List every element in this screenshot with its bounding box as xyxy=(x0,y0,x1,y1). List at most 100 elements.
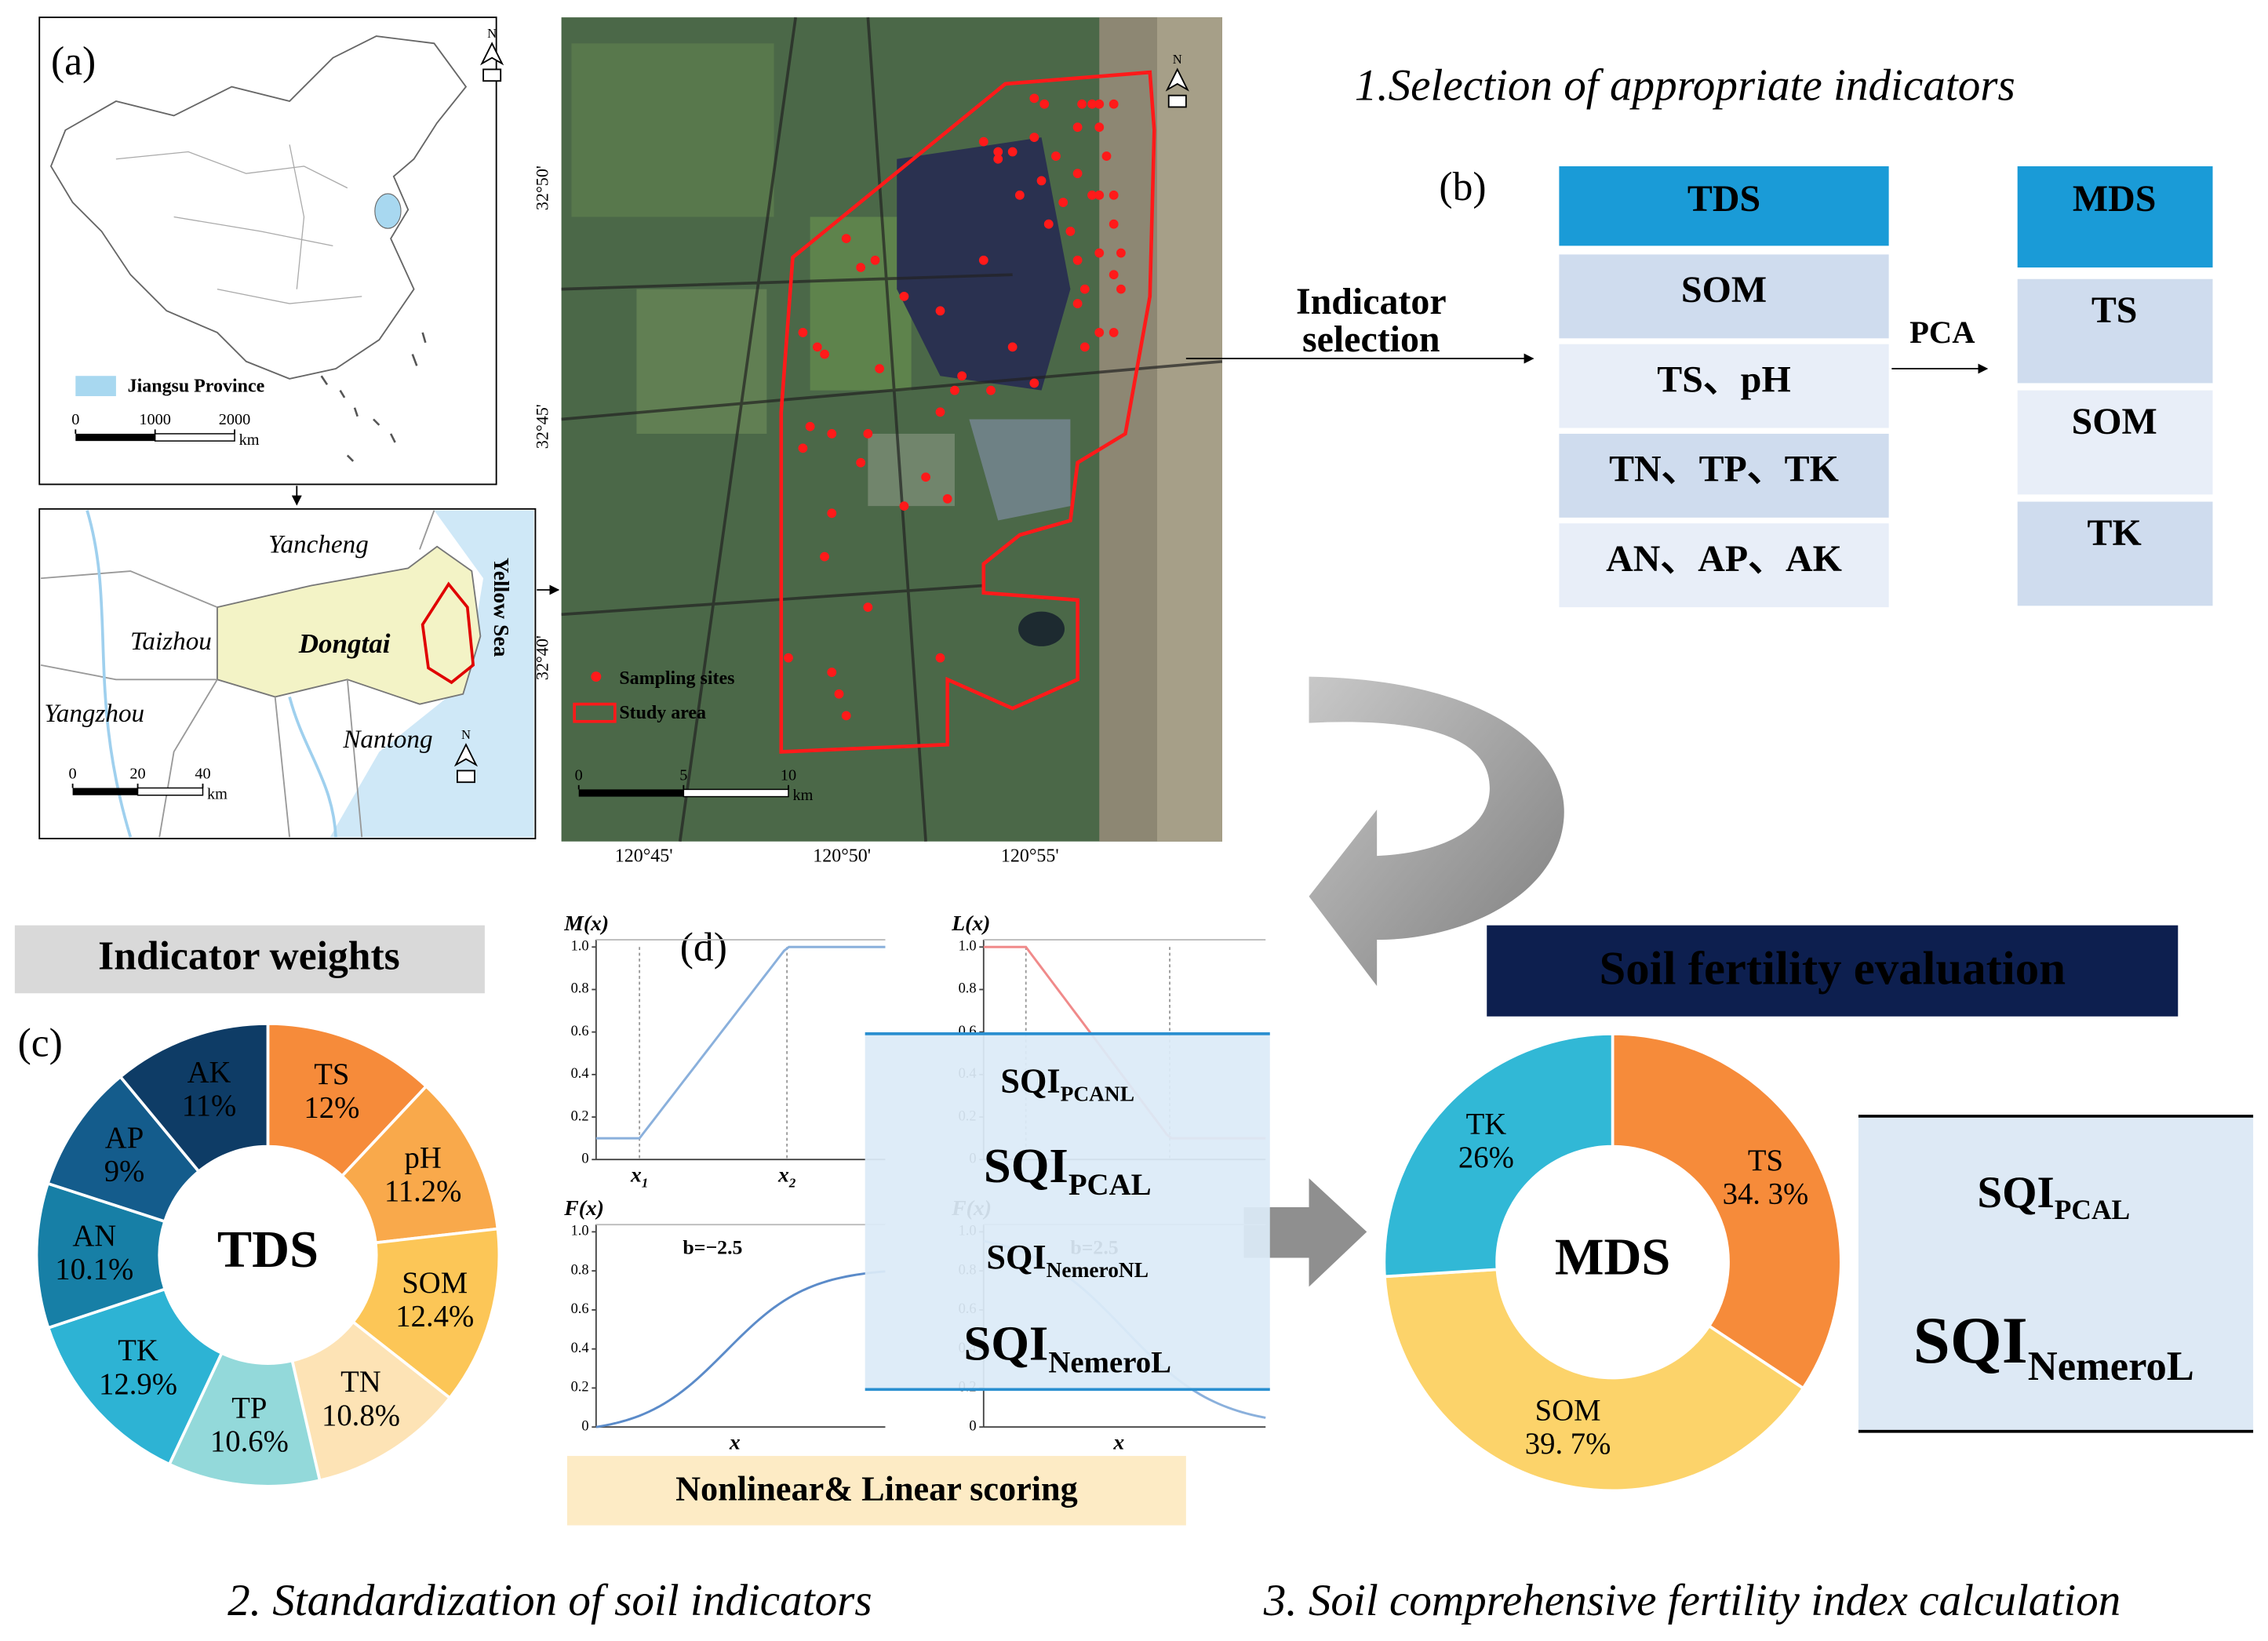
scale-bar xyxy=(154,433,235,442)
city-label: Nantong xyxy=(342,725,432,754)
field-patch xyxy=(810,216,912,391)
scale-bar xyxy=(72,788,138,795)
scale-bar xyxy=(137,787,204,796)
segment-label: AP xyxy=(105,1122,144,1155)
north-arrow xyxy=(453,743,479,784)
north-label: N xyxy=(461,727,471,742)
value-label: 11.2% xyxy=(384,1175,461,1208)
x-label: x xyxy=(729,1430,741,1454)
sampling-site xyxy=(1116,248,1126,258)
step-title: 2. Standardization of soil indicators xyxy=(228,1576,872,1625)
sampling-site xyxy=(841,711,851,721)
sampling-site xyxy=(1029,133,1039,142)
scale-label: 10 xyxy=(781,766,796,784)
table-row xyxy=(1559,344,1889,428)
tick-label: 1.0 xyxy=(571,938,589,954)
label-base: x xyxy=(777,1163,789,1187)
plot-title: L(x) xyxy=(951,911,990,935)
label-base: SQI xyxy=(963,1316,1048,1371)
donut-segment xyxy=(46,1287,224,1467)
value-label: 39. 7% xyxy=(1525,1428,1611,1461)
caption: Nonlinear& Linear scoring xyxy=(675,1469,1078,1508)
scale-label: 1000 xyxy=(139,411,171,428)
segment-label: TS xyxy=(1748,1144,1783,1177)
donut-segment xyxy=(340,1084,500,1245)
sampling-site xyxy=(978,136,988,147)
heading-box xyxy=(14,925,485,994)
panel-label: (c) xyxy=(18,1021,63,1065)
north-arrow xyxy=(480,42,504,82)
scale-label: 5 xyxy=(679,766,687,784)
segment-label: TN xyxy=(340,1366,381,1399)
panel-label: (b) xyxy=(1439,165,1486,209)
table-row xyxy=(1559,523,1889,608)
label-base: SQI xyxy=(984,1138,1068,1193)
table-cell: SOM xyxy=(2072,401,2157,442)
sampling-site xyxy=(1094,248,1105,258)
table-header-text: MDS xyxy=(2073,178,2156,220)
legend-dot xyxy=(591,671,602,682)
table-cell: SOM xyxy=(1681,269,1767,311)
sampling-site xyxy=(1072,299,1083,308)
scale-label: 0 xyxy=(575,766,583,784)
islands xyxy=(320,332,427,462)
donut-center: MDS xyxy=(1555,1228,1670,1286)
sampling-site xyxy=(798,443,808,453)
sampling-site xyxy=(1109,270,1119,280)
sampling-site xyxy=(1094,190,1105,200)
sampling-site xyxy=(899,291,909,301)
legend-text: Study area xyxy=(619,703,706,723)
value-label: 34. 3% xyxy=(1723,1178,1809,1211)
sampling-site xyxy=(1087,190,1097,200)
panel-label: (d) xyxy=(680,926,727,970)
panel-label: (a) xyxy=(51,39,96,84)
sampling-site xyxy=(1087,99,1097,109)
table-row xyxy=(1559,254,1889,339)
segment-label: pH xyxy=(404,1141,441,1174)
sampling-site xyxy=(1109,190,1119,200)
segment-label: TK xyxy=(118,1334,158,1367)
north-label: N xyxy=(1173,52,1182,67)
latitude-label: 32°50' xyxy=(533,166,552,210)
label-base: x xyxy=(630,1163,642,1187)
legend-text: Sampling sites xyxy=(619,668,734,689)
label-subscript: PCAL xyxy=(2055,1194,2130,1225)
plot-title: F(x) xyxy=(563,1195,604,1220)
sampling-site xyxy=(1029,93,1039,104)
overlay-box xyxy=(865,1033,1270,1390)
sampling-site xyxy=(1077,99,1087,109)
sampling-site xyxy=(827,668,837,677)
sampling-site xyxy=(1079,342,1090,352)
donut-segment xyxy=(351,1227,501,1400)
scale-bar xyxy=(683,788,789,798)
field-patch xyxy=(571,43,774,217)
province-lines xyxy=(115,144,362,304)
sampling-site xyxy=(805,421,815,431)
arrow-label: selection xyxy=(1302,318,1440,360)
sampling-site xyxy=(1094,122,1105,133)
sampling-site xyxy=(827,429,837,438)
table-cell: TS、pH xyxy=(1657,358,1790,400)
sampling-site xyxy=(1094,99,1105,109)
sampling-site xyxy=(1043,219,1054,229)
arrow-label: PCA xyxy=(1909,315,1975,350)
north-arrow xyxy=(1165,67,1189,108)
tick-label: 0.6 xyxy=(571,1301,589,1316)
sampling-site xyxy=(856,263,866,272)
segment-label: SOM xyxy=(402,1267,468,1300)
table-row xyxy=(2017,390,2213,495)
tick-label: 0 xyxy=(581,1417,588,1433)
scale-unit: km xyxy=(793,787,814,804)
sampling-site xyxy=(1051,151,1061,161)
sampling-site xyxy=(1109,99,1119,109)
sampling-site xyxy=(827,508,837,518)
built-area xyxy=(868,433,955,507)
longitude-label: 120°50' xyxy=(813,846,871,867)
index-label: SQIPCANL xyxy=(1000,1062,1134,1106)
value-label: 10.8% xyxy=(322,1399,400,1432)
index-label: SQINemeroL xyxy=(963,1316,1171,1380)
sampling-site xyxy=(834,689,844,699)
x-label: x xyxy=(1112,1430,1124,1454)
scale-unit: km xyxy=(207,785,228,802)
